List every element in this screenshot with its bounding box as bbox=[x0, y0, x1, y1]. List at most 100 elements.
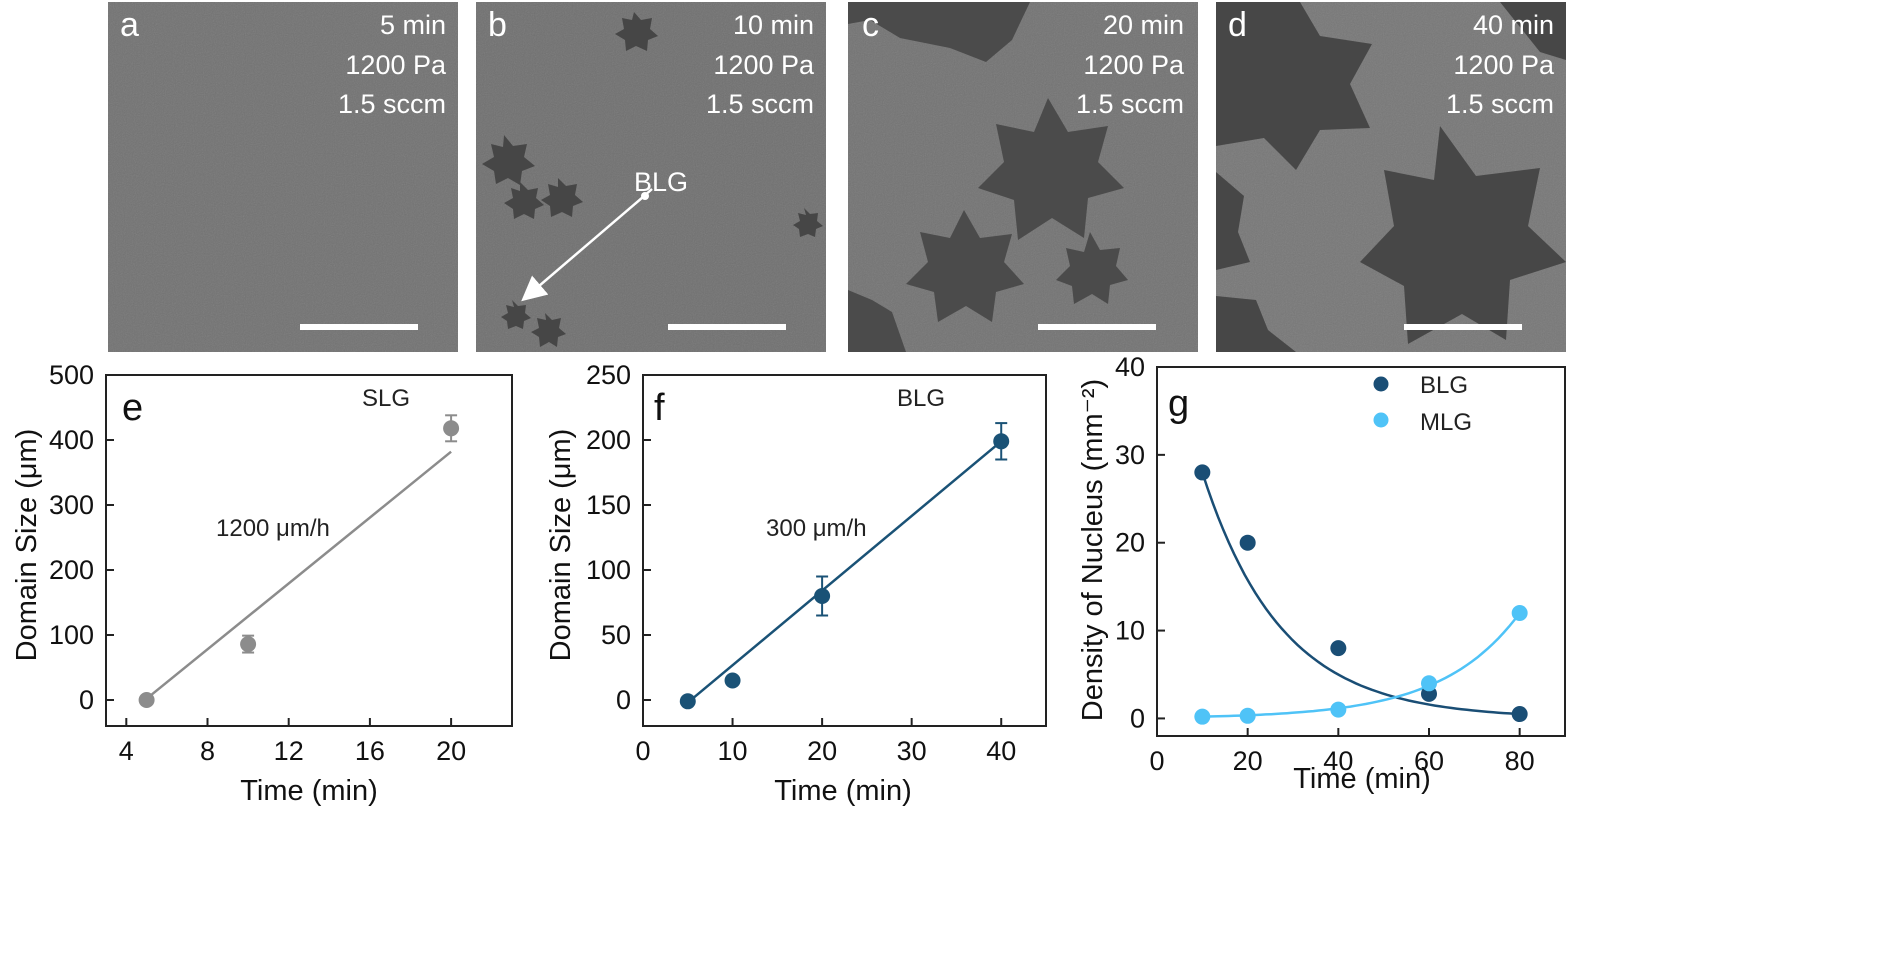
y-tick-label: 200 bbox=[49, 555, 94, 585]
y-tick-label: 150 bbox=[586, 490, 631, 520]
sem-panel-a: a 5 min 1200 Pa 1.5 sccm bbox=[108, 2, 458, 352]
bilayer-domain bbox=[848, 2, 1030, 62]
growth-pressure: 1200 Pa bbox=[1083, 50, 1185, 80]
x-tick-label: 80 bbox=[1505, 746, 1535, 776]
blg-annotation: BLG bbox=[634, 167, 688, 197]
rate-annotation: 1200 μm/h bbox=[216, 515, 330, 542]
data-point-blg bbox=[1194, 464, 1211, 481]
data-point-blg bbox=[1330, 640, 1347, 657]
y-tick-label: 500 bbox=[49, 360, 94, 390]
panel-letter: a bbox=[120, 6, 139, 44]
y-axis-label: Density of Nucleus (mm⁻²) bbox=[1077, 379, 1109, 721]
gas-flow: 1.5 sccm bbox=[1446, 89, 1554, 119]
scan-arrow-tail bbox=[642, 188, 653, 198]
x-axis-label: Time (min) bbox=[774, 775, 911, 807]
plot-frame bbox=[105, 374, 513, 727]
sem-panel-b: BLG b 10 min 1200 Pa 1.5 sccm bbox=[476, 2, 826, 352]
plot-frame bbox=[642, 374, 1047, 727]
rate-annotation: 300 μm/h bbox=[766, 515, 867, 542]
data-point-mlg bbox=[1239, 707, 1256, 724]
bilayer-domain bbox=[531, 313, 566, 347]
panel-letter: c bbox=[862, 6, 879, 44]
y-tick-label: 400 bbox=[49, 425, 94, 455]
growth-pressure: 1200 Pa bbox=[713, 50, 815, 80]
x-tick-label: 10 bbox=[718, 736, 748, 766]
x-tick-label: 20 bbox=[1233, 746, 1263, 776]
legend: BLG MLG bbox=[1373, 372, 1472, 436]
growth-time: 40 min bbox=[1473, 10, 1554, 40]
data-point bbox=[814, 588, 831, 604]
legend-label: BLG bbox=[1420, 372, 1468, 399]
bilayer-domain bbox=[978, 98, 1124, 240]
y-tick-label: 300 bbox=[49, 490, 94, 520]
plot-frame bbox=[1156, 366, 1566, 737]
plot-area: 0 20 40 60 80 0 10 20 30 40 bbox=[1115, 352, 1535, 776]
y-tick-label: 200 bbox=[586, 425, 631, 455]
x-tick-label: 20 bbox=[807, 736, 837, 766]
x-tick-label: 20 bbox=[436, 736, 466, 766]
data-point bbox=[993, 433, 1010, 450]
x-tick-label: 4 bbox=[119, 736, 134, 766]
growth-time: 20 min bbox=[1103, 10, 1184, 40]
scan-arrow bbox=[521, 196, 644, 302]
data-point bbox=[240, 636, 257, 653]
data-point-mlg bbox=[1194, 708, 1211, 725]
bilayer-domain bbox=[1500, 2, 1566, 60]
y-axis-label: Domain Size (μm) bbox=[545, 429, 577, 662]
bilayer-domain bbox=[615, 12, 658, 51]
data-point bbox=[138, 692, 155, 708]
panel-letter: f bbox=[654, 387, 665, 429]
legend-label: MLG bbox=[1420, 409, 1472, 436]
y-tick-label: 100 bbox=[586, 555, 631, 585]
legend-marker-blg bbox=[1373, 376, 1389, 392]
y-tick-label: 10 bbox=[1115, 616, 1145, 646]
plot-area: 0 10 20 30 40 0 50 100 150 200 250 bbox=[586, 360, 1016, 766]
bilayer-domain bbox=[1056, 232, 1128, 304]
y-tick-label: 30 bbox=[1115, 440, 1145, 470]
bilayer-domain bbox=[501, 300, 531, 329]
bilayer-domain bbox=[1216, 172, 1250, 270]
y-tick-label: 0 bbox=[79, 685, 94, 715]
x-tick-label: 0 bbox=[635, 736, 650, 766]
growth-time: 5 min bbox=[380, 10, 446, 40]
y-tick-label: 100 bbox=[49, 620, 94, 650]
data-point-mlg bbox=[1330, 701, 1347, 718]
x-axis-label: Time (min) bbox=[1293, 763, 1430, 795]
bilayer-domain bbox=[482, 135, 535, 185]
x-tick-label: 40 bbox=[1323, 746, 1353, 776]
panel-letter: b bbox=[488, 6, 507, 44]
y-tick-label: 0 bbox=[1130, 703, 1145, 733]
panel-letter: g bbox=[1168, 383, 1189, 425]
data-point-blg bbox=[1511, 706, 1528, 723]
data-point-blg bbox=[1239, 534, 1256, 551]
bilayer-domain bbox=[1216, 2, 1372, 170]
legend-marker-mlg bbox=[1373, 412, 1389, 428]
bilayer-domain bbox=[793, 208, 823, 237]
y-tick-label: 20 bbox=[1115, 528, 1145, 558]
gas-flow: 1.5 sccm bbox=[1076, 89, 1184, 119]
x-tick-label: 60 bbox=[1414, 746, 1444, 776]
data-point bbox=[443, 420, 460, 437]
y-tick-label: 250 bbox=[586, 360, 631, 390]
data-point-mlg bbox=[1511, 605, 1528, 621]
sem-panel-c: c 20 min 1200 Pa 1.5 sccm bbox=[848, 2, 1198, 352]
y-tick-label: 0 bbox=[616, 685, 631, 715]
data-point-mlg bbox=[1421, 675, 1437, 692]
x-tick-label: 16 bbox=[355, 736, 385, 766]
y-tick-label: 40 bbox=[1115, 352, 1145, 382]
bilayer-domain bbox=[906, 210, 1024, 322]
y-tick-label: 50 bbox=[601, 620, 631, 650]
bilayer-domain bbox=[848, 290, 906, 352]
growth-pressure: 1200 Pa bbox=[345, 50, 447, 80]
growth-pressure: 1200 Pa bbox=[1453, 50, 1555, 80]
fit-curve-blg bbox=[1201, 472, 1520, 716]
sem-panel-d: d 40 min 1200 Pa 1.5 sccm bbox=[1216, 2, 1566, 352]
gas-flow: 1.5 sccm bbox=[338, 89, 446, 119]
series-label: BLG bbox=[897, 385, 945, 412]
x-tick-label: 30 bbox=[897, 736, 927, 766]
bilayer-domain bbox=[541, 178, 583, 217]
fit-curve-mlg bbox=[1202, 612, 1521, 718]
